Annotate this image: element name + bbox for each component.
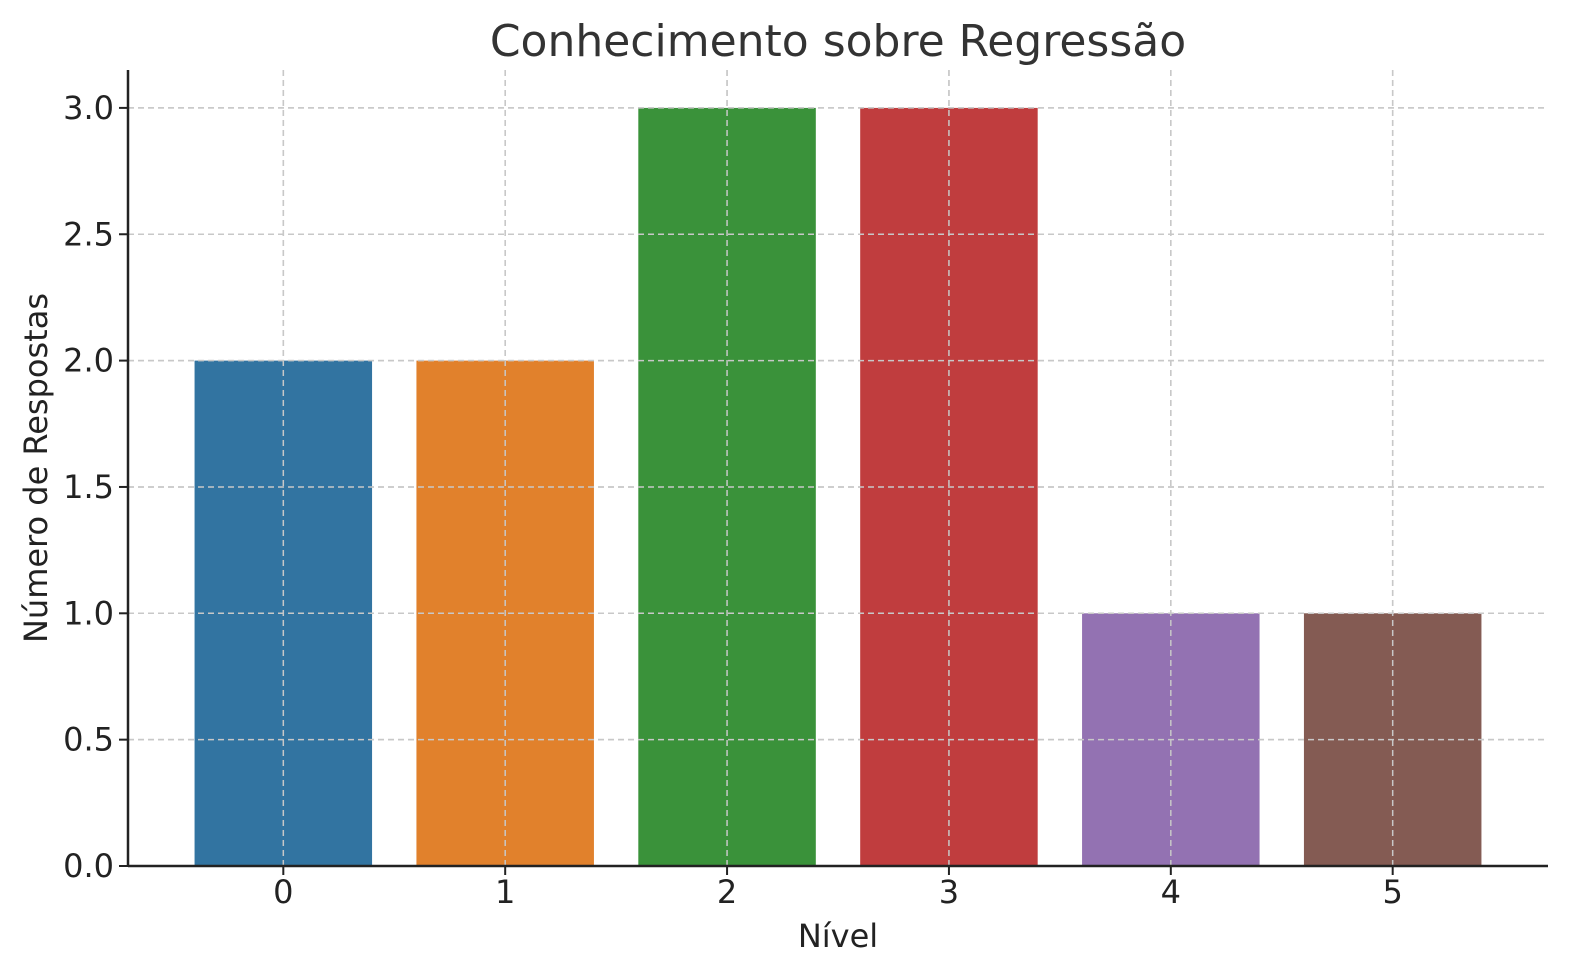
x-axis-label: Nível (798, 917, 878, 955)
x-tick-label: 4 (1161, 873, 1181, 911)
x-tick-label: 0 (273, 873, 293, 911)
y-ticks: 0.0 0.5 1.0 1.5 2.0 2.5 3.0 (63, 89, 128, 885)
x-tick-label: 3 (939, 873, 959, 911)
y-tick-label: 3.0 (63, 89, 114, 127)
y-tick-label: 2.0 (63, 342, 114, 380)
y-tick-label: 0.0 (63, 847, 114, 885)
grid-overlay (128, 70, 1548, 866)
x-tick-label: 2 (717, 873, 737, 911)
y-tick-label: 2.5 (63, 215, 114, 253)
y-tick-label: 0.5 (63, 721, 114, 759)
x-tick-label: 1 (495, 873, 515, 911)
y-tick-label: 1.0 (63, 594, 114, 632)
axes (126, 70, 1548, 868)
chart-title: Conhecimento sobre Regressão (490, 16, 1186, 67)
x-ticks: 0 1 2 3 4 5 (273, 866, 1403, 911)
y-axis-label: Número de Respostas (17, 293, 55, 643)
x-tick-label: 5 (1383, 873, 1403, 911)
y-tick-label: 1.5 (63, 468, 114, 506)
